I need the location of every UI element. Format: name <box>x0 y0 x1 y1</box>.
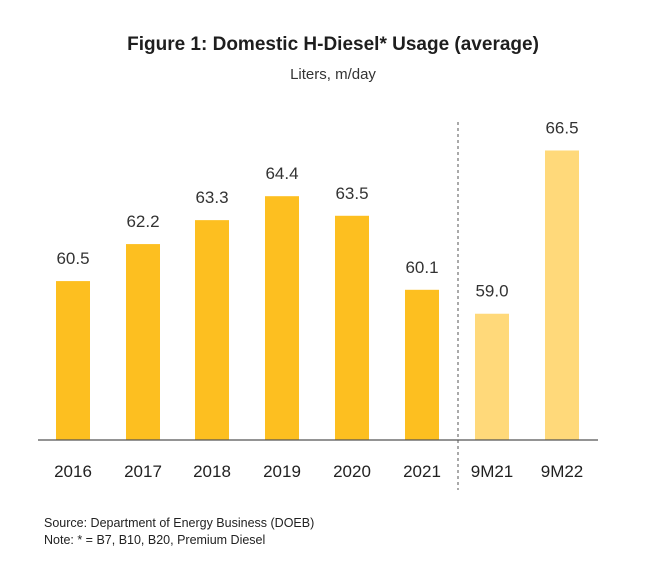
tick-label-9m21: 9M21 <box>471 462 514 481</box>
bar-2017 <box>126 244 160 440</box>
tick-labels-group: 2016 2017 2018 2019 2020 2021 9M21 9M22 <box>54 462 583 481</box>
bars-group <box>56 150 579 440</box>
value-label-2016: 60.5 <box>56 249 89 268</box>
bar-2021 <box>405 289 439 440</box>
bar-2019 <box>265 196 299 440</box>
chart-subtitle: Liters, m/day <box>290 66 376 83</box>
tick-label-2018: 2018 <box>193 462 231 481</box>
tick-label-2019: 2019 <box>263 462 301 481</box>
value-label-2017: 62.2 <box>126 212 159 231</box>
value-label-2018: 63.3 <box>195 188 228 207</box>
bar-9m22 <box>545 150 579 440</box>
bar-2016 <box>56 281 90 440</box>
value-labels-group: 60.5 62.2 63.3 64.4 63.5 60.1 59.0 66.5 <box>56 118 578 300</box>
bar-2020 <box>335 215 369 440</box>
bar-9m21 <box>475 313 509 440</box>
tick-label-2020: 2020 <box>333 462 371 481</box>
value-label-9m21: 59.0 <box>475 282 508 301</box>
value-label-2021: 60.1 <box>405 258 438 277</box>
chart-title: Figure 1: Domestic H-Diesel* Usage (aver… <box>127 34 539 55</box>
source-note: Source: Department of Energy Business (D… <box>44 516 315 530</box>
tick-label-9m22: 9M22 <box>541 462 584 481</box>
tick-label-2017: 2017 <box>124 462 162 481</box>
value-label-2019: 64.4 <box>265 164 298 183</box>
tick-label-2021: 2021 <box>403 462 441 481</box>
value-label-2020: 63.5 <box>335 184 368 203</box>
bar-2018 <box>195 220 229 440</box>
value-label-9m22: 66.5 <box>545 118 578 137</box>
tick-label-2016: 2016 <box>54 462 92 481</box>
footnote: Note: * = B7, B10, B20, Premium Diesel <box>44 533 266 547</box>
